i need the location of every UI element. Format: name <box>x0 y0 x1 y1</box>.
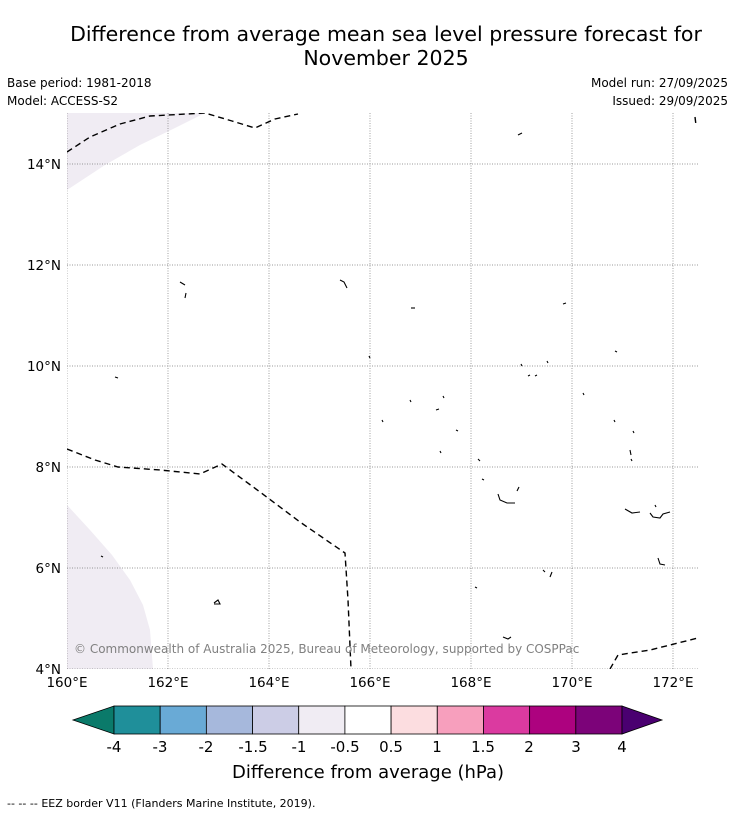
island <box>339 279 348 289</box>
island <box>582 392 635 434</box>
island <box>213 599 221 605</box>
colorbar-bin <box>344 705 392 735</box>
colorbar-tick: 4 <box>617 738 627 756</box>
title-line-2: November 2025 <box>303 46 469 70</box>
island <box>624 508 671 519</box>
eez-border-southeast <box>609 637 698 669</box>
colorbar-tick: 1.5 <box>471 738 495 756</box>
colorbar-bin <box>575 705 623 735</box>
meta-left: Base period: 1981-2018 Model: ACCESS-S2 <box>7 74 152 110</box>
island <box>477 458 485 481</box>
lon-label: 160°E <box>46 675 87 691</box>
colorbar-bins <box>113 705 623 735</box>
lon-label: 170°E <box>551 675 592 691</box>
island <box>368 355 371 359</box>
island <box>381 419 459 454</box>
colorbar-bin <box>205 705 253 735</box>
colorbar-tick: -1.5 <box>238 738 267 756</box>
lat-label: 12°N <box>27 258 61 274</box>
eez-border-east-stub <box>694 116 697 126</box>
meta-right: Model run: 27/09/2025 Issued: 29/09/2025 <box>591 74 728 110</box>
shaded-region-southwest <box>67 505 153 669</box>
lon-label: 164°E <box>248 675 289 691</box>
island <box>409 395 445 411</box>
eez-legend-text: EEZ border V11 (Flanders Marine Institut… <box>41 797 316 810</box>
islands <box>100 132 671 640</box>
colorbar-bin <box>483 705 531 735</box>
lat-label: 14°N <box>27 157 61 173</box>
eez-legend-symbol: -- -- -- <box>7 797 38 810</box>
graticule <box>67 113 698 669</box>
lon-label: 162°E <box>147 675 188 691</box>
longitude-labels: 160°E 162°E 164°E 166°E 168°E 170°E 172°… <box>46 675 693 691</box>
eez-border-north <box>67 113 299 153</box>
colorbar-over-arrow <box>621 705 664 735</box>
lon-label: 166°E <box>349 675 390 691</box>
island <box>516 486 520 492</box>
title-line-1: Difference from average mean sea level p… <box>70 22 702 46</box>
lat-label: 6°N <box>36 561 61 577</box>
colorbar-label: Difference from average (hPa) <box>232 762 504 783</box>
colorbar-tick: -0.5 <box>330 738 359 756</box>
map-area <box>67 113 698 669</box>
island <box>179 281 187 299</box>
island <box>497 493 515 504</box>
colorbar-bin <box>529 705 577 735</box>
colorbar: -4 -3 -2 -1.5 -1 -0.5 0.5 1 1.5 2 3 4 Di… <box>71 705 664 783</box>
island <box>629 449 633 462</box>
latitude-labels: 14°N 12°N 10°N 8°N 6°N 4°N <box>27 157 61 678</box>
lat-label: 10°N <box>27 359 61 375</box>
island <box>520 360 549 367</box>
lat-label: 4°N <box>36 662 61 678</box>
lon-label: 172°E <box>652 675 693 691</box>
eez-border-central <box>67 448 352 669</box>
island <box>614 350 618 353</box>
island <box>517 132 523 136</box>
shaded-region-northwest <box>67 113 205 190</box>
copyright-notice: © Commonwealth of Australia 2025, Bureau… <box>74 642 579 656</box>
colorbar-tick: -4 <box>107 738 122 756</box>
island <box>562 302 567 305</box>
model-name: Model: ACCESS-S2 <box>7 94 119 108</box>
colorbar-bin <box>159 705 207 735</box>
model-run: Model run: 27/09/2025 <box>590 76 728 90</box>
island <box>502 636 512 640</box>
legend-footer: -- -- -- EEZ border V11 (Flanders Marine… <box>7 797 315 810</box>
island <box>542 569 553 578</box>
colorbar-under-arrow <box>71 705 115 735</box>
base-period: Base period: 1981-2018 <box>7 76 152 90</box>
colorbar-tick: 3 <box>571 738 581 756</box>
colorbar-tick: 0.5 <box>379 738 403 756</box>
colorbar-bin <box>298 705 346 735</box>
island <box>114 376 119 379</box>
issued-date: Issued: 29/09/2025 <box>612 94 728 108</box>
lat-label: 8°N <box>36 460 61 476</box>
colorbar-tick: -3 <box>153 738 168 756</box>
colorbar-bin <box>252 705 300 735</box>
colorbar-tick: -1 <box>292 738 307 756</box>
island <box>527 374 538 377</box>
colorbar-tick: 1 <box>432 738 442 756</box>
island <box>474 586 478 589</box>
island <box>657 557 666 566</box>
chart-title: Difference from average mean sea level p… <box>0 22 736 70</box>
colorbar-ticks: -4 -3 -2 -1.5 -1 -0.5 0.5 1 1.5 2 3 4 <box>107 738 627 756</box>
colorbar-bin <box>113 705 161 735</box>
colorbar-tick: -2 <box>199 738 214 756</box>
colorbar-tick: 2 <box>524 738 534 756</box>
colorbar-bin <box>436 705 484 735</box>
eez-borders <box>67 113 698 669</box>
island <box>654 504 657 508</box>
colorbar-bin <box>390 705 438 735</box>
lon-label: 168°E <box>450 675 491 691</box>
island <box>100 555 104 558</box>
